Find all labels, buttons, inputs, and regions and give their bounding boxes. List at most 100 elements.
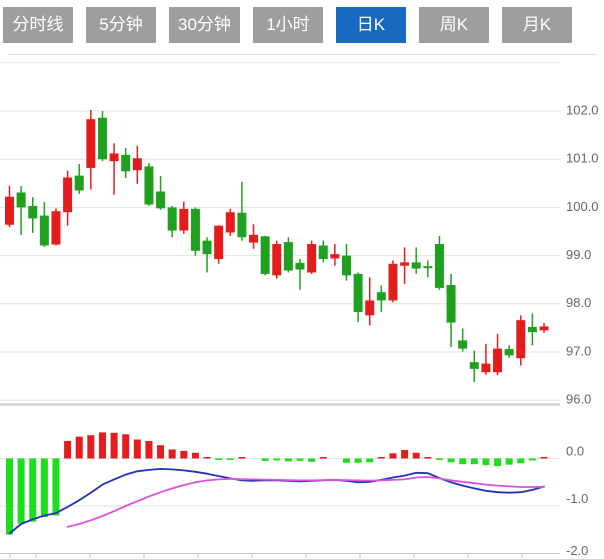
- macd-bar: [342, 458, 350, 463]
- macd-bar: [238, 457, 246, 459]
- candle-body: [469, 362, 479, 369]
- candle-body: [260, 236, 270, 274]
- macd-bar: [505, 458, 513, 465]
- candle-body: [516, 320, 526, 359]
- price-axis-label: 97.0: [566, 343, 591, 358]
- macd-axis-label: -2.0: [566, 543, 588, 558]
- tab-monthly-k[interactable]: 月K: [501, 7, 572, 43]
- candle-body: [16, 192, 26, 208]
- candle-body: [341, 255, 351, 276]
- tab-5min[interactable]: 5分钟: [86, 7, 156, 43]
- candle-body: [5, 196, 14, 225]
- tab-weekly-k[interactable]: 周K: [418, 7, 489, 43]
- macd-bar: [354, 458, 362, 463]
- macd-bar: [447, 458, 455, 463]
- candle-body: [504, 349, 514, 356]
- macd-bar: [377, 457, 385, 459]
- candle-body: [179, 208, 189, 231]
- macd-bar: [122, 434, 130, 459]
- candle-body: [144, 166, 154, 205]
- price-axis-label: 101.0: [566, 151, 599, 166]
- candle-body: [167, 207, 177, 231]
- macd-bar: [389, 453, 397, 459]
- candle-body: [330, 254, 340, 259]
- tab-divider: [8, 54, 597, 55]
- candle-body: [86, 119, 96, 168]
- macd-bar: [17, 458, 25, 524]
- candle-body: [214, 225, 224, 259]
- macd-bar: [215, 458, 223, 460]
- candle-body: [446, 285, 456, 323]
- kline-chart[interactable]: 102.0 101.0 100.0 99.0 98.0 97.0 96.0 0.0 -1.0 -2…: [0, 55, 604, 559]
- tab-1hour[interactable]: 1小时: [252, 7, 323, 43]
- candle-body: [109, 153, 119, 162]
- macd-bar: [180, 450, 188, 459]
- candle-body: [51, 211, 61, 245]
- macd-bar: [226, 458, 234, 460]
- tab-time-line[interactable]: 分时线: [3, 7, 73, 43]
- macd-bar: [459, 458, 467, 465]
- macd-bar: [528, 458, 536, 461]
- macd-bar: [87, 435, 95, 459]
- candle-body: [539, 326, 549, 331]
- candle-body: [39, 215, 49, 246]
- macd-bar: [133, 439, 141, 459]
- macd-bar: [308, 458, 316, 462]
- candle-body: [388, 263, 398, 301]
- candle-body: [272, 244, 282, 276]
- candle-body: [318, 245, 328, 259]
- candle-body: [28, 205, 38, 219]
- x-axis: [0, 553, 560, 558]
- candle-body: [132, 158, 142, 171]
- macd-bar: [424, 457, 432, 459]
- macd-bar: [110, 432, 118, 459]
- price-axis-label: 99.0: [566, 247, 591, 262]
- macd-bar: [470, 458, 478, 465]
- macd-bar: [319, 457, 327, 459]
- macd-bar: [517, 458, 525, 464]
- candle-body: [481, 363, 491, 373]
- candle-body: [237, 212, 247, 238]
- candle-body: [434, 244, 444, 288]
- candle-body: [400, 262, 410, 266]
- candle-body: [458, 340, 468, 349]
- candle-body: [190, 208, 200, 251]
- price-axis-label: 98.0: [566, 295, 591, 310]
- candle-body: [493, 348, 503, 373]
- tab-daily-k[interactable]: 日K: [335, 7, 406, 43]
- macd-bar: [191, 452, 199, 459]
- candle-body: [283, 242, 293, 271]
- macd-bar: [284, 458, 292, 462]
- macd-bar: [145, 440, 153, 459]
- candle-body: [307, 244, 317, 273]
- price-gridlines: 102.0 101.0 100.0 99.0 98.0 97.0 96.0: [0, 62, 599, 407]
- macd-axis-label: -1.0: [566, 491, 588, 506]
- macd-bar: [40, 458, 48, 517]
- candle-body: [121, 154, 131, 172]
- macd-bar: [203, 457, 211, 459]
- macd-bar: [52, 458, 60, 516]
- candle-body: [423, 266, 433, 269]
- candle-body: [411, 262, 421, 269]
- candle-body: [63, 177, 73, 213]
- candle-body: [295, 262, 305, 270]
- macd-bar: [401, 449, 409, 459]
- macd-bar: [412, 452, 420, 459]
- candle-body: [527, 326, 537, 333]
- candle-body: [74, 175, 84, 191]
- macd-axis-label: 0.0: [566, 443, 584, 458]
- macd-bar: [98, 432, 106, 459]
- candle-body: [156, 191, 166, 209]
- macd-dea-line: [66, 476, 545, 528]
- candle-body: [97, 117, 107, 160]
- macd-bar: [273, 458, 281, 461]
- macd-bar: [482, 458, 490, 466]
- macd-bar: [75, 436, 83, 459]
- macd-bar: [366, 458, 374, 463]
- macd-bar: [157, 445, 165, 459]
- tab-30min[interactable]: 30分钟: [169, 7, 240, 43]
- interval-tab-bar: 分时线 5分钟 30分钟 1小时 日K 周K 月K: [3, 7, 572, 43]
- macd-bar: [64, 440, 72, 459]
- macd-bar: [540, 457, 548, 459]
